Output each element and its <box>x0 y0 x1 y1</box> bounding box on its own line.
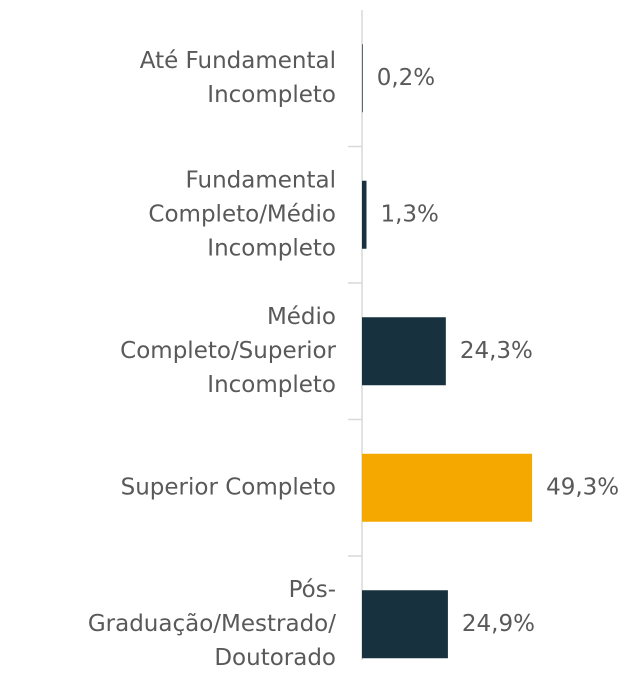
category-label: Fundamental <box>186 167 336 193</box>
bar <box>362 590 448 659</box>
value-label: 49,3% <box>546 474 619 500</box>
category-label: Médio <box>267 304 336 330</box>
category-label: Completo/Médio <box>148 201 336 227</box>
category-label: Graduação/Mestrado/ <box>88 611 336 637</box>
category-label: Incompleto <box>207 235 336 261</box>
category-label: Pós- <box>289 577 336 603</box>
category-label: Incompleto <box>207 82 336 108</box>
category-label: Incompleto <box>207 372 336 398</box>
value-label: 1,3% <box>380 201 438 227</box>
category-label: Completo/Superior <box>120 338 336 364</box>
category-label: Superior Completo <box>121 474 336 500</box>
category-label: Doutorado <box>214 645 336 671</box>
bar <box>362 317 446 386</box>
value-label: 0,2% <box>377 65 435 91</box>
category-label: Até Fundamental <box>140 48 336 74</box>
bar <box>362 453 533 522</box>
bar <box>362 44 363 113</box>
value-label: 24,9% <box>462 611 535 637</box>
bar <box>362 180 367 249</box>
value-label: 24,3% <box>460 338 533 364</box>
